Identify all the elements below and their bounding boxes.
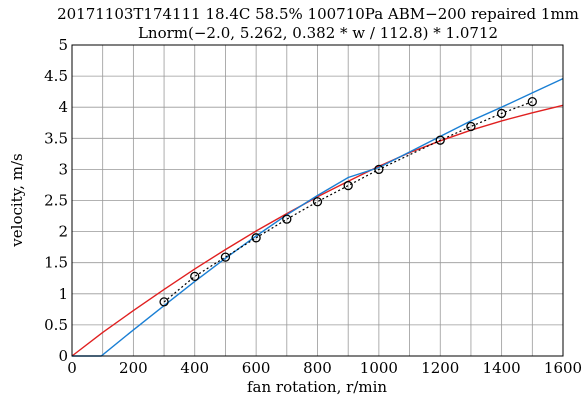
x-tick-label: 1200 [421, 359, 459, 377]
data-point-marker [190, 271, 200, 282]
y-tick-label: 3.5 [44, 129, 68, 147]
data-point-marker [220, 252, 231, 262]
data-point-marker [435, 135, 445, 145]
axis-ticks: 0 200 400 600 800 1000 1200 1400 1600 0 0.5 1 1.5 2 2.… [44, 36, 582, 377]
x-tick-label: 200 [119, 359, 148, 377]
x-axis-label: fan rotation, r/min [247, 378, 387, 396]
data-point-marker [343, 180, 353, 191]
chart-title: 20171103T174111 18.4C 58.5% 100710Pa ABM… [57, 5, 579, 23]
measured-dotted-line [163, 101, 533, 303]
y-tick-label: 2.5 [44, 192, 68, 210]
y-tick-label: 3 [58, 160, 68, 178]
x-tick-label: 800 [303, 359, 332, 377]
data-point-marker [374, 164, 384, 175]
x-tick-label: 400 [180, 359, 209, 377]
x-tick-label: 0 [67, 359, 77, 377]
y-tick-label: 5 [58, 36, 68, 54]
y-tick-label: 4 [58, 98, 68, 116]
data-point-marker [312, 197, 323, 207]
data-point-marker [159, 297, 169, 307]
y-tick-label: 1.5 [44, 254, 68, 272]
x-tick-label: 1400 [483, 359, 521, 377]
grid [71, 44, 564, 357]
data-point-marker [466, 121, 476, 132]
y-tick-label: 0 [58, 347, 68, 365]
data-point-marker [496, 108, 507, 119]
data-point-marker [527, 96, 537, 107]
y-tick-label: 2 [58, 223, 68, 241]
y-tick-label: 0.5 [44, 316, 68, 334]
plot-series [71, 77, 564, 357]
series-line-2 [72, 77, 564, 357]
y-tick-label: 4.5 [44, 67, 68, 85]
chart-subtitle: Lnorm(−2.0, 5.262, 0.382 * w / 112.8) * … [138, 24, 498, 42]
y-axis-label: velocity, m/s [8, 153, 26, 247]
series-line-1 [71, 104, 564, 357]
x-tick-label: 600 [242, 359, 271, 377]
plot-frame [71, 44, 564, 357]
data-point-marker [251, 233, 261, 243]
x-tick-label: 1600 [544, 359, 582, 377]
data-point-marker [282, 214, 292, 224]
y-tick-label: 1 [58, 285, 68, 303]
x-tick-label: 1000 [360, 359, 398, 377]
